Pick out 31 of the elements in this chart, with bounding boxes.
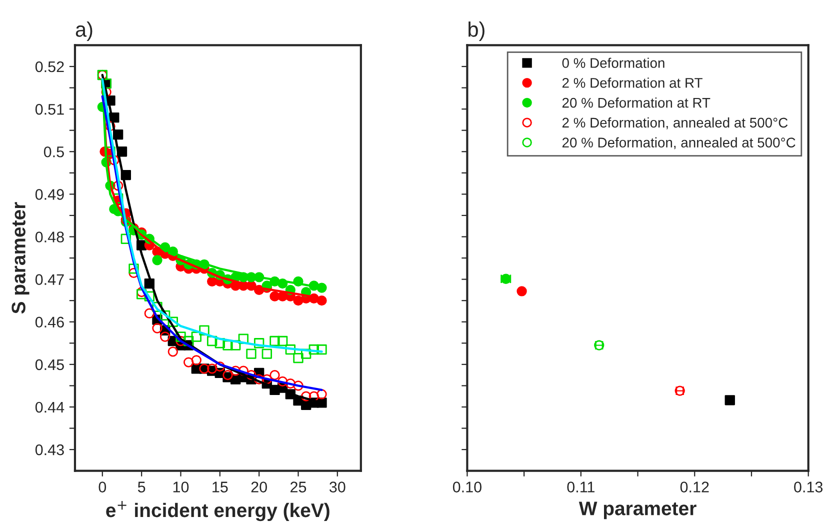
y-tick-label: 0.45 (35, 359, 64, 370)
x-tick-label: 0.12 (680, 482, 709, 492)
legend-label: 2 % Deformation at RT (562, 78, 702, 88)
x-tick-label: 0 (98, 482, 106, 492)
x-tick-label: 30 (330, 482, 346, 492)
chart-title: b) (468, 22, 484, 41)
y-tick-label: 0.49 (35, 189, 64, 200)
legend-label: 0 % Deformation (562, 58, 664, 68)
legend-label: 20 % Deformation, annealed at 500°C (562, 137, 796, 150)
x-tick-label: 0.11 (567, 482, 594, 492)
legend-label: 2 % Deformation, annealed at 500°C (562, 117, 788, 130)
x-axis-title: W parameter (578, 502, 696, 520)
y-tick-label: 0.5 (44, 146, 64, 158)
x-tick-label: 25 (290, 482, 306, 492)
x-tick-label: 0.13 (794, 482, 823, 492)
x-tick-label: 20 (251, 482, 267, 492)
y-axis-title: S parameter (12, 202, 30, 314)
legend-label: 20 % Deformation at RT (562, 98, 710, 108)
x-tick-label: 10 (173, 482, 189, 492)
y-tick-label: 0.47 (35, 274, 64, 285)
x-tick-label: 15 (212, 482, 228, 492)
y-tick-label: 0.44 (35, 402, 64, 413)
y-tick-label: 0.52 (35, 61, 64, 72)
y-tick-label: 0.48 (35, 232, 64, 242)
y-tick-label: 0.43 (35, 444, 64, 456)
chart-title: a) (76, 22, 92, 41)
x-axis-title: e$^{+}$ incident energy (keV) (106, 501, 330, 522)
x-tick-label: 5 (138, 482, 146, 492)
y-tick-label: 0.51 (35, 104, 64, 115)
y-tick-label: 0.46 (35, 316, 64, 328)
x-tick-label: 0.10 (452, 482, 482, 492)
